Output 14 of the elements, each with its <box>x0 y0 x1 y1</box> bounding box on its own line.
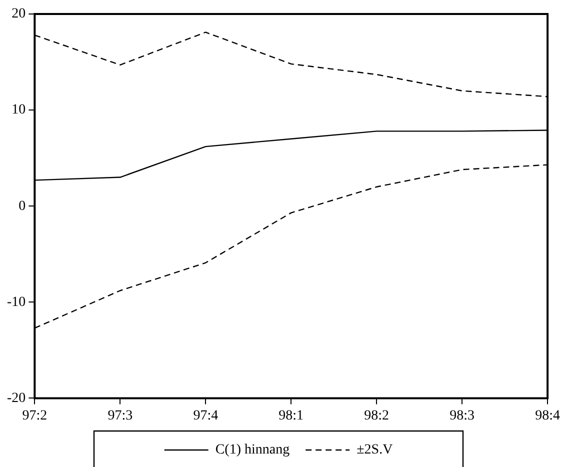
y-tick-label: -20 <box>6 390 26 406</box>
x-tick-label: 98:2 <box>364 408 390 424</box>
legend-label: ±2S.V <box>356 442 393 458</box>
x-tick-label: 97:3 <box>108 408 133 424</box>
x-tick-label: 97:2 <box>22 408 48 424</box>
y-tick-label: -10 <box>6 294 26 310</box>
y-tick-label: 10 <box>12 102 26 118</box>
x-tick-label: 98:4 <box>535 408 560 424</box>
x-tick-label: 98:1 <box>278 408 304 424</box>
y-tick-label: 0 <box>18 198 26 214</box>
legend-label: C(1) hinnang <box>215 442 290 458</box>
x-tick-label: 98:3 <box>450 408 475 424</box>
x-tick-label: 97:4 <box>193 408 218 424</box>
y-tick-label: 20 <box>12 6 26 22</box>
